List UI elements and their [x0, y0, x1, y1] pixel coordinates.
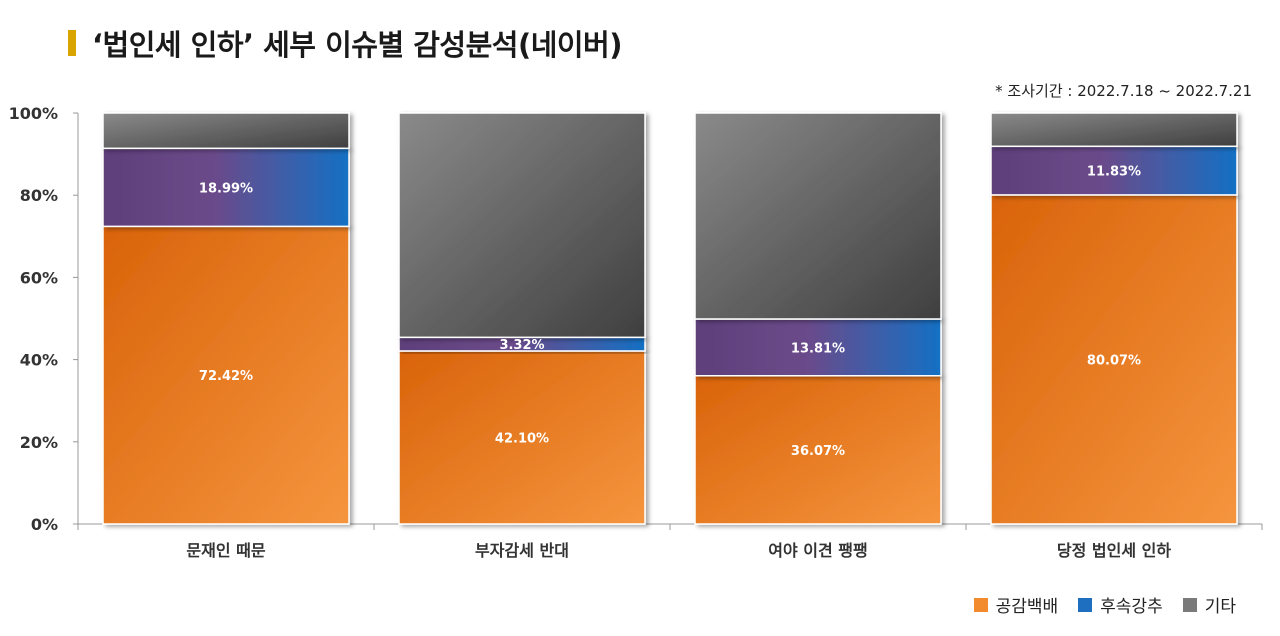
bar-segment-other [694, 112, 942, 320]
legend-label: 후속강추 [1100, 597, 1163, 617]
legend-item-other: 기타 [1182, 592, 1236, 617]
y-tick-label: 20% [20, 433, 58, 452]
data-label: 18.99% [199, 181, 253, 196]
bar-segment-followup [990, 145, 1238, 196]
x-category-label: 부자감세 반대 [475, 541, 569, 560]
data-label: 11.83% [1087, 165, 1141, 180]
bar-segment-empathy [990, 194, 1238, 525]
data-label: 3.32% [499, 338, 544, 353]
chart-title: ‘법인세 인하’ 세부 이슈별 감성분석(네이버) [92, 28, 623, 62]
y-tick-label: 100% [9, 104, 58, 123]
bar-segment-followup [694, 318, 942, 377]
legend-swatch-blue [1078, 597, 1093, 612]
legend-swatch-gray [1182, 597, 1197, 612]
y-tick-label: 80% [20, 186, 58, 205]
data-label: 80.07% [1087, 353, 1141, 368]
legend-swatch-orange [973, 597, 988, 612]
x-category-label: 문재인 때문 [186, 541, 265, 560]
legend-item-empathy: 공감백배 [973, 592, 1059, 617]
legend-label: 기타 [1204, 597, 1236, 617]
legend: 공감백배 후속강추 기타 [973, 592, 1236, 617]
survey-period: * 조사기간 : 2022.7.18 ~ 2022.7.21 [995, 82, 1252, 100]
title-accent-bar [68, 30, 76, 56]
legend-label: 공감백배 [995, 597, 1059, 617]
data-label: 42.10% [495, 431, 549, 446]
bar-segment-other [102, 112, 350, 150]
data-label: 13.81% [791, 341, 845, 356]
y-tick-label: 0% [31, 515, 58, 534]
bar-segment-other [990, 112, 1238, 148]
x-category-label: 여야 이견 팽팽 [768, 541, 867, 560]
x-category-label: 당정 법인세 인하 [1057, 541, 1171, 560]
data-label: 72.42% [199, 369, 253, 384]
y-tick-label: 60% [20, 268, 58, 287]
bar-segment-other [398, 112, 646, 339]
y-tick-label: 40% [20, 351, 58, 370]
data-label: 36.07% [791, 444, 845, 459]
legend-item-followup: 후속강추 [1078, 592, 1163, 617]
